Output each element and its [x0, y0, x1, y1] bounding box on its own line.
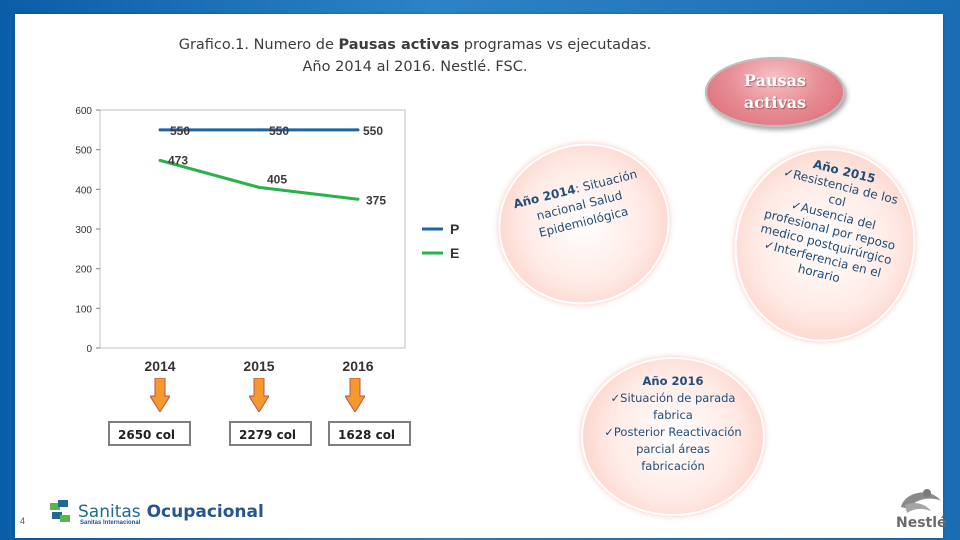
bubble-2016-list: ✓Situación de parada fabrica ✓Posterior …: [603, 390, 743, 475]
x-tick-label: 2014: [144, 358, 175, 374]
x-tick-label: 2016: [342, 358, 373, 374]
title-bold: Pausas activas: [338, 37, 460, 53]
check-icon: ✓: [610, 391, 621, 405]
data-label: 550: [363, 124, 383, 138]
y-tick-label: 100: [75, 304, 92, 315]
plot-area: [99, 109, 406, 349]
pausas-activas-badge: Pausas activas: [705, 57, 845, 127]
down-arrow-icon: [249, 378, 269, 412]
sanitas-subtitle: Sanitas Internacional: [80, 520, 141, 526]
bubble-2016-year: Año 2016: [642, 374, 704, 388]
y-tick-label: 300: [75, 225, 92, 236]
data-point: [158, 158, 162, 162]
sanitas-logo: Sanitas Ocupacional: [78, 502, 264, 522]
y-tick-label: 600: [75, 106, 92, 117]
data-label: 550: [170, 124, 190, 138]
series-line-E: [159, 158, 359, 201]
collaborators-2014: 2650 col: [108, 421, 191, 446]
check-icon: ✓: [604, 425, 614, 439]
data-label: 550: [269, 124, 289, 138]
data-label: 473: [168, 153, 188, 167]
data-point: [257, 128, 261, 132]
down-arrow-icon: [345, 378, 365, 412]
y-tick-label: 0: [86, 344, 92, 355]
chart-title: Grafico.1. Numero de Pausas activas prog…: [150, 34, 680, 78]
sanitas-logo-icon: [50, 500, 70, 522]
data-point: [356, 128, 360, 132]
page-number: 4: [20, 516, 26, 526]
legend-label: E: [450, 245, 459, 261]
data-label: 405: [267, 172, 287, 186]
collaborators-2015: 2279 col: [229, 421, 312, 446]
y-tick-label: 400: [75, 185, 92, 196]
y-tick-label: 200: [75, 265, 92, 276]
title-part-1: Grafico.1. Numero de: [178, 37, 339, 53]
data-point: [257, 185, 261, 189]
title-line-2: Año 2014 al 2016. Nestlé. FSC.: [302, 59, 528, 75]
list-item: ✓Situación de parada fabrica: [610, 391, 736, 422]
x-tick-label: 2015: [243, 358, 274, 374]
bubble-2016: Año 2016 ✓Situación de parada fabrica ✓P…: [583, 359, 763, 514]
badge-line-1: Pausas: [744, 71, 806, 90]
y-tick-label: 500: [75, 146, 92, 157]
bubble-2014-text: Situación nacional Salud Epidemiológica: [535, 166, 639, 240]
list-item: ✓Posterior Reactivación parcial áreas fa…: [604, 425, 742, 473]
collaborators-2016: 1628 col: [328, 421, 411, 446]
down-arrow-icon: [150, 378, 170, 412]
data-point: [158, 128, 162, 132]
nestle-nest-icon: [901, 489, 941, 513]
nestle-logo: Nestlé: [896, 515, 947, 531]
line-chart: 0 100 200 300 400 500 600 2014 2015 2016 550 550 550…: [75, 106, 459, 374]
data-label: 375: [366, 193, 386, 207]
title-part-2: programas vs ejecutadas.: [459, 37, 652, 53]
legend-label: P: [450, 221, 459, 237]
badge-line-2: activas: [743, 93, 807, 112]
data-point: [356, 197, 360, 201]
